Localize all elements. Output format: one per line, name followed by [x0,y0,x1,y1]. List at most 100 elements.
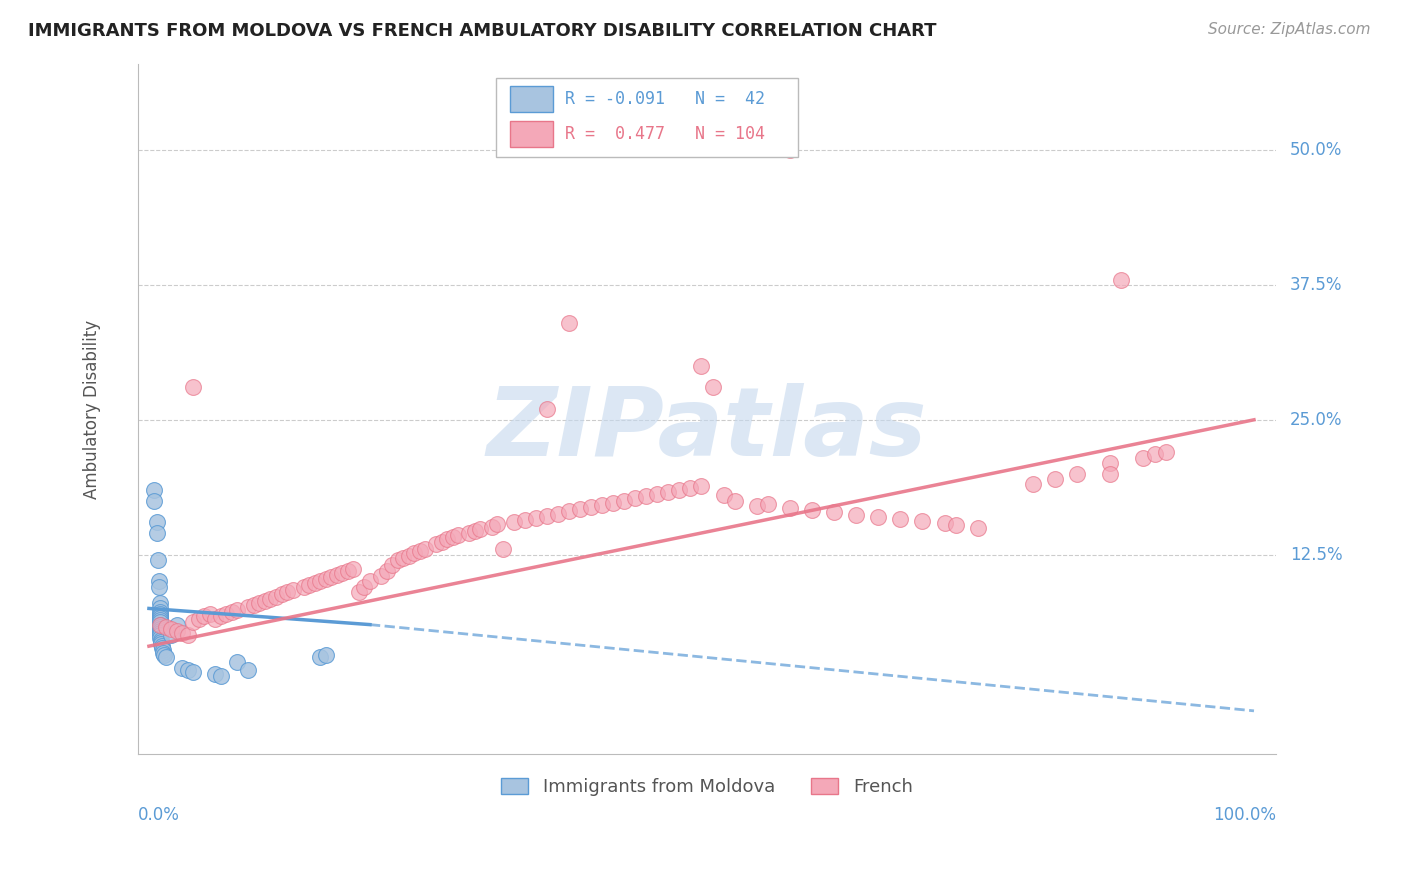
Point [146,553,169,567]
Point [404,546,426,560]
Point [176,628,198,642]
Point [1099,456,1122,470]
Point [1043,472,1066,486]
Point [198,607,221,621]
Point [558,316,581,330]
Point [193,609,215,624]
Point [745,499,768,513]
Point [1099,467,1122,481]
Bar [510,120,554,147]
Point [470,522,492,536]
Text: 25.0%: 25.0% [1289,411,1343,429]
Point [336,564,359,578]
Point [264,590,287,604]
Point [160,622,183,636]
Point [624,491,647,506]
Point [176,663,198,677]
Point [347,585,370,599]
Point [221,605,243,619]
Point [226,656,249,670]
Point [181,615,204,630]
Point [166,624,188,638]
Point [801,503,824,517]
Point [149,622,172,636]
Point [636,489,658,503]
Point [330,566,353,580]
Point [425,537,447,551]
Point [430,534,453,549]
Point [779,501,801,516]
Point [481,519,503,533]
Point [149,628,172,642]
Point [408,544,430,558]
Point [756,497,779,511]
Point [150,632,173,647]
Point [326,568,349,582]
Point [149,620,172,634]
Point [204,612,226,626]
Point [321,570,343,584]
Point [149,617,172,632]
Point [150,641,173,656]
Text: R = -0.091   N =  42: R = -0.091 N = 42 [565,90,765,108]
Point [690,359,713,373]
Point [149,609,172,624]
Point [149,617,172,632]
Point [253,594,276,608]
Text: 37.5%: 37.5% [1289,276,1343,294]
Text: Source: ZipAtlas.com: Source: ZipAtlas.com [1208,22,1371,37]
Point [868,509,890,524]
Text: 12.5%: 12.5% [1289,546,1343,564]
Text: 50.0%: 50.0% [1289,141,1343,160]
Text: Ambulatory Disability: Ambulatory Disability [83,319,101,499]
Point [436,533,458,547]
Point [568,502,591,516]
Point [249,596,271,610]
Point [160,628,183,642]
Point [276,585,298,599]
Legend: Immigrants from Moldova, French: Immigrants from Moldova, French [494,771,920,804]
Point [309,649,332,664]
Point [645,487,668,501]
Point [464,524,486,538]
Point [155,620,177,634]
Point [1132,450,1154,465]
Point [181,380,204,394]
Point [679,481,702,495]
Point [148,574,170,589]
Point [441,530,464,544]
Point [845,508,868,522]
Point [238,600,260,615]
Point [613,493,636,508]
Point [1154,445,1177,459]
Point [155,649,177,664]
Text: IMMIGRANTS FROM MOLDOVA VS FRENCH AMBULATORY DISABILITY CORRELATION CHART: IMMIGRANTS FROM MOLDOVA VS FRENCH AMBULA… [28,22,936,40]
Point [281,583,304,598]
Point [536,402,558,417]
Text: 100.0%: 100.0% [1213,805,1277,823]
Point [149,605,172,619]
Point [945,518,967,533]
Point [149,601,172,615]
Point [149,611,172,625]
Point [602,496,624,510]
Point [204,667,226,681]
Point [166,617,188,632]
Point [215,607,238,621]
Point [381,558,404,573]
Point [243,598,266,612]
Point [145,526,167,541]
Point [226,602,249,616]
Point [657,485,679,500]
Point [1143,447,1166,461]
Point [447,528,470,542]
Point [668,483,690,497]
Point [491,542,513,557]
Point [292,580,315,594]
Point [153,648,176,662]
Point [304,575,326,590]
Point [148,580,170,594]
Point [145,515,167,529]
Point [591,498,613,512]
Point [934,516,956,531]
